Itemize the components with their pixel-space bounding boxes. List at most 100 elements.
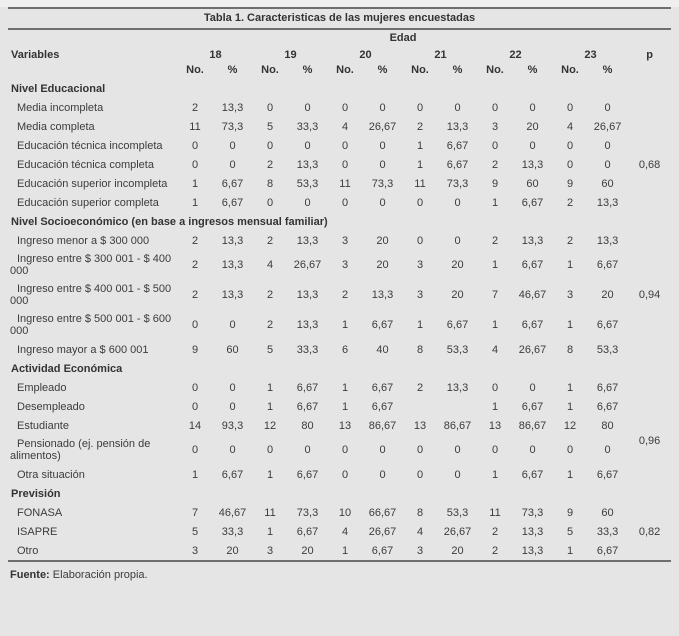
count-cell: 0 (191, 139, 199, 152)
p-column-header: p (646, 48, 653, 61)
count-cell: 3 (416, 289, 424, 301)
row-label: Ingreso entre $ 400 001 - $ 500 000 (10, 283, 172, 307)
row-label: Educación superior completa (17, 196, 159, 209)
count-cell (403, 397, 437, 416)
percent-cell: 0 (229, 139, 236, 152)
subheader-row: No. % No. % No. % No. % No. % No. % (8, 63, 671, 79)
count-cell: 9 (191, 343, 199, 356)
p-value-cell (628, 397, 671, 416)
count-cell: 11 (189, 120, 201, 133)
p-value-cell: 0,82 (638, 525, 661, 538)
count-cell: 6 (341, 343, 349, 356)
percent-cell: 26,67 (518, 343, 547, 356)
count-cell: 2 (416, 120, 424, 133)
section-header-row: Actividad Económica (8, 359, 671, 378)
percent-cell: 6,67 (296, 400, 319, 413)
count-cell: 0 (341, 139, 349, 152)
count-cell: 0 (566, 101, 574, 114)
count-cell: 5 (266, 120, 274, 133)
percent-cell: 13,3 (521, 158, 544, 171)
row-label: Media incompleta (17, 101, 104, 114)
percent-cell: 0 (379, 101, 386, 114)
percent-cell: 0 (604, 444, 611, 456)
count-cell: 1 (566, 544, 574, 557)
count-cell: 0 (341, 444, 349, 456)
percent-cell: 46,67 (218, 506, 247, 519)
count-cell: 3 (491, 120, 499, 133)
percent-cell: 86,67 (443, 419, 472, 432)
count-cell: 0 (566, 139, 574, 152)
percent-cell: 6,67 (221, 196, 244, 209)
percent-cell: 6,67 (446, 319, 469, 331)
percent-cell: 60 (601, 177, 614, 190)
count-cell: 3 (266, 544, 274, 557)
percent-cell: 6,67 (296, 381, 319, 394)
percent-cell: 13,3 (596, 234, 619, 247)
table-row: Educación superior incompleta 1 6,67 8 53,3 1… (8, 174, 671, 193)
percent-cell: 53,3 (446, 506, 469, 519)
count-cell: 11 (339, 177, 351, 190)
p-value-cell (628, 541, 671, 560)
table-title: Tabla 1. Caracteristicas de las mujeres … (203, 12, 476, 24)
count-cell: 3 (566, 289, 574, 301)
p-value-cell (628, 378, 671, 397)
percent-cell: 0 (379, 139, 386, 152)
table-row: Estudiante 14 93,3 12 80 13 86,67 13 86,67 13 86,6… (8, 416, 671, 447)
percent-cell: 60 (526, 177, 539, 190)
count-cell: 9 (491, 177, 499, 190)
count-cell: 2 (191, 259, 199, 271)
percent-cell: 0 (229, 444, 236, 456)
count-cell: 1 (491, 259, 499, 271)
source-label: Fuente: (10, 569, 50, 581)
percent-cell: 6,67 (596, 381, 619, 394)
percent-cell: 26,67 (593, 120, 622, 133)
p-value-cell (628, 193, 671, 212)
count-cell: 2 (266, 158, 274, 171)
percent-cell: 0 (304, 196, 311, 209)
count-cell: 0 (416, 444, 424, 456)
age-group-header: Edad (389, 32, 417, 44)
section-title: Previsión (11, 488, 61, 500)
count-cell: 2 (491, 158, 499, 171)
pct-subheader: % (302, 63, 313, 76)
count-cell: 0 (341, 196, 349, 209)
count-cell: 0 (191, 444, 199, 456)
percent-cell (437, 397, 478, 416)
count-cell: 11 (264, 506, 276, 519)
table-row: Empleado 0 0 1 6,67 1 6,67 2 13,3 0 0 1 6,67 (8, 378, 671, 397)
count-cell: 14 (188, 419, 202, 432)
count-cell: 0 (191, 381, 199, 394)
percent-cell: 0 (379, 196, 386, 209)
count-cell: 0 (266, 139, 274, 152)
count-cell: 0 (491, 381, 499, 394)
count-cell: 1 (416, 139, 424, 152)
section-title: Nivel Socioeconómico (en base a ingresos… (11, 216, 328, 228)
count-cell: 12 (563, 419, 577, 432)
percent-cell: 0 (454, 234, 461, 247)
row-label: Otro (17, 544, 39, 557)
count-cell: 13 (338, 419, 352, 432)
percent-cell: 13,3 (296, 158, 319, 171)
percent-cell: 6,67 (596, 400, 619, 413)
row-label: Media completa (17, 120, 95, 133)
title-bottom-rule (8, 28, 671, 30)
count-cell: 5 (266, 343, 274, 356)
percent-cell: 73,3 (371, 177, 394, 190)
count-cell: 1 (566, 468, 574, 481)
percent-cell: 26,67 (443, 525, 472, 538)
row-label: Estudiante (17, 419, 69, 432)
percent-cell: 13,3 (521, 234, 544, 247)
percent-cell: 0 (229, 381, 236, 394)
p-value-cell (628, 250, 671, 280)
row-label: Desempleado (17, 400, 85, 413)
percent-cell: 0 (529, 101, 536, 114)
table-row: Media completa 11 73,3 5 33,3 4 26,67 2 13,3 3 20 4… (8, 117, 671, 136)
percent-cell: 86,67 (368, 419, 397, 432)
percent-cell: 13,3 (521, 544, 544, 557)
row-label: ISAPRE (17, 525, 58, 538)
percent-cell: 53,3 (296, 177, 319, 190)
percent-cell: 0 (604, 139, 611, 152)
count-cell: 0 (416, 101, 424, 114)
pct-subheader: % (602, 63, 613, 76)
